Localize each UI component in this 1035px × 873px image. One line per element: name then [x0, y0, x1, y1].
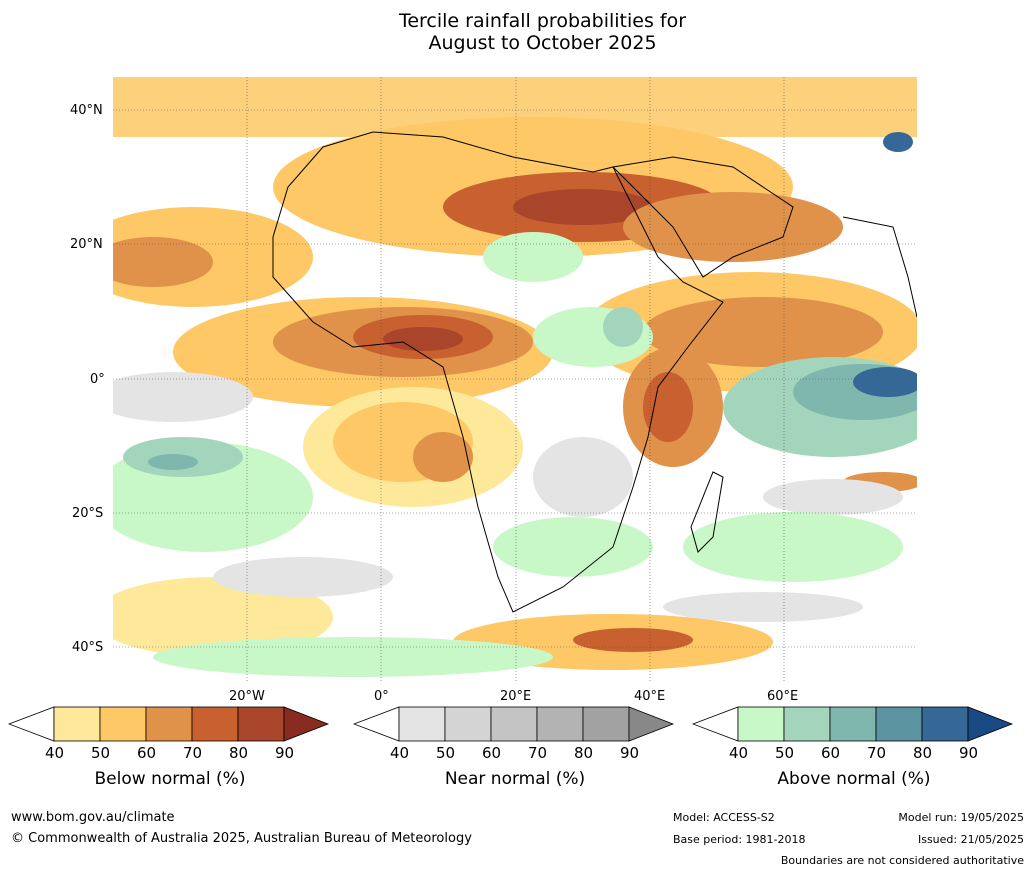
lon-label-0: 0°	[374, 689, 389, 704]
near-normal-title: Near normal (%)	[444, 769, 586, 789]
colorbar-upper-extend	[283, 706, 330, 742]
footer-issued: Issued: 21/05/2025	[917, 833, 1024, 846]
near-normal-areas	[113, 372, 903, 622]
lat-label-20n: 20°N	[70, 237, 103, 252]
above-normal-title: Above normal (%)	[777, 769, 931, 789]
title-line-2: August to October 2025	[428, 32, 657, 54]
map-canvas	[113, 77, 917, 681]
lon-label-20e: 20°E	[500, 689, 532, 704]
colorbar-tick-label: 70	[528, 744, 548, 762]
lat-label-40n: 40°N	[70, 103, 103, 118]
colorbar-lower-extend	[353, 706, 400, 742]
colorbar-tick-label: 70	[867, 744, 887, 762]
colorbar-tick-label: 40	[729, 744, 749, 762]
colorbar-tick-label: 40	[390, 744, 410, 762]
rainfall-probability-map	[113, 77, 917, 681]
near-normal-colorbar	[353, 706, 675, 742]
india-coastline	[842, 216, 917, 318]
colorbar-tick-label: 90	[620, 744, 640, 762]
colorbar-upper-extend	[628, 706, 675, 742]
lat-label-40s: 40°S	[72, 640, 104, 655]
colorbar-segment	[191, 706, 239, 742]
arabia-coastline	[611, 156, 794, 278]
colorbar-segment	[145, 706, 193, 742]
graticule	[113, 77, 917, 681]
footer-model-run: Model run: 19/05/2025	[898, 811, 1024, 824]
lon-label-60e: 60°E	[767, 689, 799, 704]
below-normal-title: Below normal (%)	[94, 769, 246, 789]
colorbar-segment	[490, 706, 538, 742]
colorbar-segment	[398, 706, 446, 742]
colorbar-tick-label: 50	[91, 744, 111, 762]
colorbar-segment	[444, 706, 492, 742]
footer-model: Model: ACCESS-S2	[673, 811, 775, 824]
colorbar-segment	[737, 706, 785, 742]
colorbar-tick-label: 70	[183, 744, 203, 762]
madagascar-coastline	[690, 471, 724, 553]
lon-label-20w: 20°W	[229, 689, 265, 704]
colorbar-tick-label: 60	[137, 744, 157, 762]
colorbar-tick-label: 50	[436, 744, 456, 762]
lat-label-20s: 20°S	[72, 506, 104, 521]
colorbar-segment	[783, 706, 831, 742]
colorbar-tick-label: 80	[229, 744, 249, 762]
colorbar-segment	[99, 706, 147, 742]
colorbar-lower-extend	[692, 706, 739, 742]
lat-label-eq: 0°	[90, 372, 105, 387]
below-normal-colorbar	[8, 706, 330, 742]
map-title: Tercile rainfall probabilities for Augus…	[0, 10, 1035, 54]
colorbar-segment	[921, 706, 969, 742]
below-normal-areas	[113, 77, 917, 670]
footer-copyright: © Commonwealth of Australia 2025, Austra…	[11, 831, 472, 846]
colorbar-segment	[875, 706, 923, 742]
colorbar-segment	[237, 706, 285, 742]
colorbar-lower-extend	[8, 706, 55, 742]
colorbar-segment	[829, 706, 877, 742]
colorbar-tick-label: 90	[275, 744, 295, 762]
colorbar-tick-label: 80	[574, 744, 594, 762]
footer-base-period: Base period: 1981-2018	[673, 833, 806, 846]
footer-disclaimer: Boundaries are not considered authoritat…	[780, 854, 1024, 867]
colorbar-upper-extend	[967, 706, 1014, 742]
colorbar-segment	[536, 706, 584, 742]
above-normal-colorbar	[692, 706, 1014, 742]
colorbar-tick-label: 60	[821, 744, 841, 762]
africa-coastline	[272, 131, 724, 613]
colorbar-tick-label: 60	[482, 744, 502, 762]
colorbar-tick-label: 90	[959, 744, 979, 762]
lon-label-40e: 40°E	[634, 689, 666, 704]
footer-url[interactable]: www.bom.gov.au/climate	[11, 810, 175, 825]
colorbar-tick-label: 50	[775, 744, 795, 762]
above-normal-areas	[113, 132, 917, 677]
title-line-1: Tercile rainfall probabilities for	[398, 10, 687, 32]
colorbar-tick-label: 80	[913, 744, 933, 762]
colorbar-segment	[582, 706, 630, 742]
colorbar-segment	[53, 706, 101, 742]
colorbar-tick-label: 40	[45, 744, 65, 762]
